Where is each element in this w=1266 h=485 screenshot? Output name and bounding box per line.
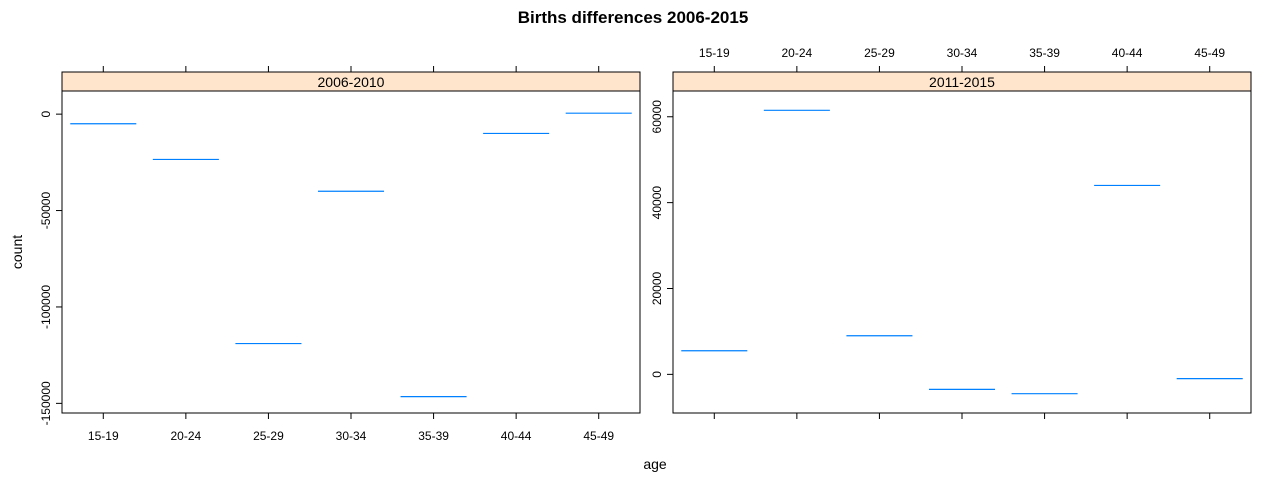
- panel-strip-label: 2006-2010: [318, 74, 385, 90]
- y-tick-label: 0: [39, 110, 53, 117]
- x-tick-label: 35-39: [1029, 46, 1060, 60]
- panel-strip-label: 2011-2015: [929, 74, 995, 90]
- x-tick-label: 15-19: [699, 46, 730, 60]
- panel-2011-2015: 2011-2015 0 20000 40000 60000 15-19 20-24 25-29…: [650, 46, 1252, 419]
- x-tick-label: 15-19: [88, 429, 119, 443]
- y-tick-label: 0: [650, 371, 664, 378]
- x-tick-label: 40-44: [1112, 46, 1143, 60]
- x-tick-label: 30-34: [336, 429, 367, 443]
- panel-2006-2010: 2006-2010 0 -50000 -100000 -150000 15-19 20-24…: [39, 66, 641, 443]
- y-axis-label: count: [9, 235, 25, 269]
- panel-frame: [61, 90, 641, 414]
- y-tick-label: -150000: [39, 381, 53, 425]
- x-tick-label: 25-29: [253, 429, 284, 443]
- x-tick-label: 30-34: [947, 46, 978, 60]
- x-tick-label: 20-24: [171, 429, 202, 443]
- panels: 2006-2010 0 -50000 -100000 -150000 15-19 20-24…: [39, 46, 1252, 443]
- y-tick-label: 60000: [650, 100, 664, 134]
- y-tick-label: -50000: [39, 192, 53, 230]
- y-tick-label: 20000: [650, 271, 664, 305]
- y-tick-label: 40000: [650, 186, 664, 220]
- x-tick-label: 25-29: [864, 46, 895, 60]
- y-tick-label: -100000: [39, 285, 53, 329]
- chart-title: Births differences 2006-2015: [518, 8, 749, 27]
- x-tick-label: 35-39: [418, 429, 449, 443]
- x-tick-label: 45-49: [583, 429, 614, 443]
- x-tick-label: 45-49: [1194, 46, 1225, 60]
- x-axis-label: age: [643, 456, 667, 472]
- x-tick-label: 20-24: [782, 46, 813, 60]
- x-tick-label: 40-44: [501, 429, 532, 443]
- panel-frame: [672, 90, 1252, 414]
